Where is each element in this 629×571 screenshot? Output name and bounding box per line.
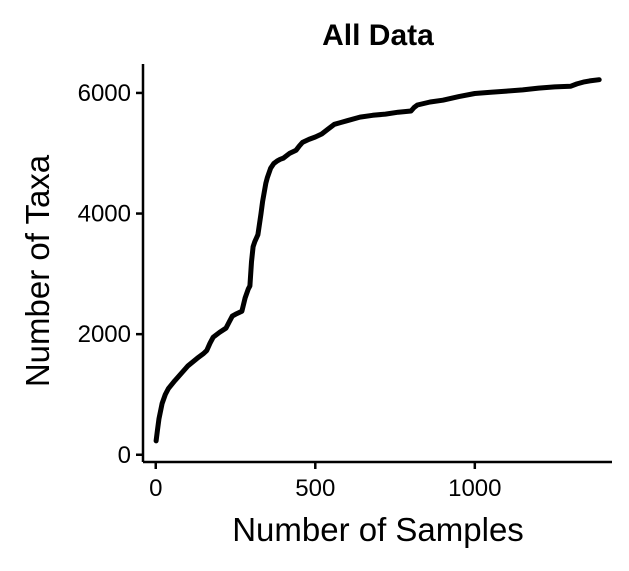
- x-tick-label: 500: [295, 475, 335, 502]
- chart-title: All Data: [322, 19, 434, 52]
- y-tick-label: 6000: [78, 80, 131, 107]
- x-axis-label: Number of Samples: [232, 511, 524, 548]
- x-tick-label: 0: [149, 475, 162, 502]
- x-axis: 0 500 1000: [143, 460, 612, 502]
- y-tick-label: 2000: [78, 321, 131, 348]
- y-axis-label: Number of Taxa: [19, 154, 56, 387]
- y-tick-label: 4000: [78, 201, 131, 228]
- x-tick-label: 1000: [448, 475, 501, 502]
- plot-area: [153, 77, 602, 444]
- series-line: [153, 77, 602, 444]
- y-tick-label: 0: [118, 442, 131, 469]
- y-axis: 0 2000 4000 6000: [78, 64, 145, 469]
